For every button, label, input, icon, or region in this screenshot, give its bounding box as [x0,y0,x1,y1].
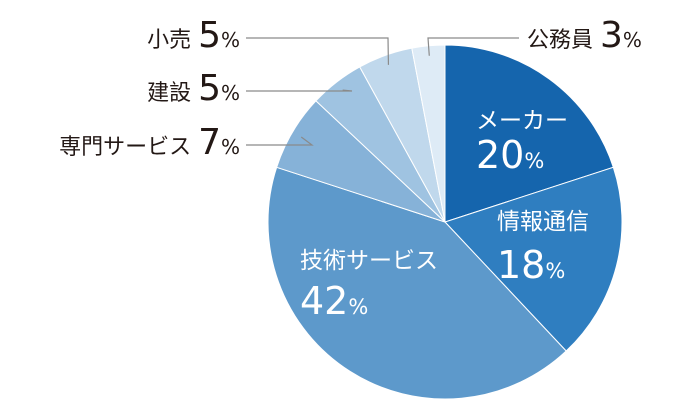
leader-line-5 [246,37,390,65]
leader-line-3 [246,136,314,146]
leader-lines [246,37,519,146]
pie-slices [267,44,623,400]
slice-value-1: 18% [497,243,565,287]
slice-1 [444,166,623,352]
slice-value-4: 5 [198,68,221,109]
slice-value-0: 20% [476,133,544,177]
leader-line-6 [427,37,519,56]
slice-label-0: メーカー [476,108,568,134]
slice-label-5: 小売 5% [147,15,240,56]
slice-label-3: 専門サービス 7% [59,122,240,163]
slice-label-6: 公務員 3% [527,15,642,56]
slice-value-3: 7 [198,122,221,163]
slice-label-4: 建設 5% [147,68,240,109]
slice-label-2: 技術サービス [300,248,438,274]
slice-0 [444,44,614,223]
slice-2 [267,166,567,400]
slice-value-5: 5 [198,15,221,56]
slice-value-6: 3 [600,15,623,56]
leader-line-4 [246,89,353,92]
slice-label-1: 情報通信 [497,209,589,235]
slice-value-2: 42% [300,279,368,323]
